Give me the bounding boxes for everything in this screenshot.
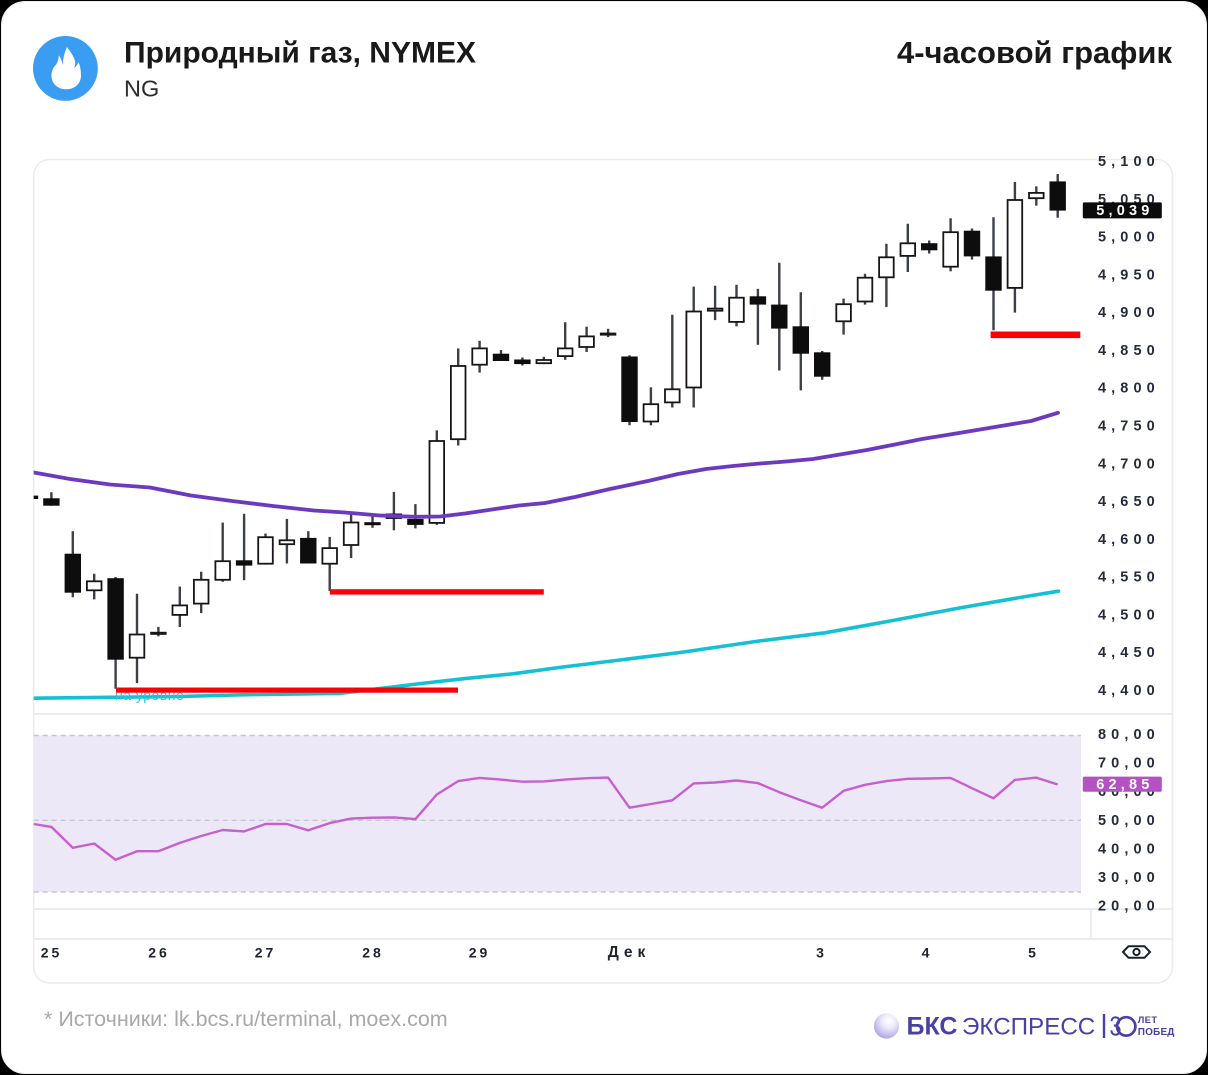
svg-text:* Источники: lk.bcs.ru/termina: * Источники: lk.bcs.ru/terminal, moex.co… <box>44 1007 448 1031</box>
svg-text:4,750: 4,750 <box>1098 419 1160 435</box>
svg-text:62,85: 62,85 <box>1096 777 1153 793</box>
svg-text:4,450: 4,450 <box>1098 645 1160 661</box>
svg-text:5,039: 5,039 <box>1096 203 1153 219</box>
svg-text:ЭКСПРЕСС: ЭКСПРЕСС <box>962 1013 1095 1040</box>
svg-text:ПОБЕД: ПОБЕД <box>1138 1027 1175 1038</box>
svg-text:50,00: 50,00 <box>1098 813 1160 829</box>
svg-text:ЛЕТ: ЛЕТ <box>1138 1014 1158 1025</box>
svg-text:30,00: 30,00 <box>1098 870 1160 886</box>
svg-text:70,00: 70,00 <box>1098 756 1160 772</box>
svg-text:5: 5 <box>1028 945 1039 961</box>
svg-text:4-часовой график: 4-часовой график <box>897 35 1173 70</box>
svg-text:25: 25 <box>41 945 63 961</box>
svg-text:4,900: 4,900 <box>1098 305 1160 321</box>
svg-text:3: 3 <box>816 945 827 961</box>
svg-text:5,100: 5,100 <box>1098 154 1160 170</box>
svg-text:28: 28 <box>362 945 384 961</box>
svg-text:Природный газ, NYMEX: Природный газ, NYMEX <box>124 37 476 70</box>
svg-text:20,00: 20,00 <box>1098 899 1160 915</box>
svg-text:27: 27 <box>255 945 277 961</box>
svg-text:29: 29 <box>469 945 491 961</box>
svg-text:4,650: 4,650 <box>1098 494 1160 510</box>
svg-text:4,950: 4,950 <box>1098 267 1160 283</box>
svg-text:4,700: 4,700 <box>1098 456 1160 472</box>
svg-text:26: 26 <box>148 945 170 961</box>
svg-text:5,000: 5,000 <box>1098 230 1160 246</box>
svg-text:NG: NG <box>124 76 159 102</box>
svg-text:4,550: 4,550 <box>1098 570 1160 586</box>
svg-text:4,600: 4,600 <box>1098 532 1160 548</box>
svg-text:4,400: 4,400 <box>1098 683 1160 699</box>
svg-text:4,500: 4,500 <box>1098 607 1160 623</box>
svg-text:3: 3 <box>1110 1010 1122 1041</box>
svg-text:80,00: 80,00 <box>1098 727 1160 743</box>
svg-text:БКС: БКС <box>907 1012 958 1040</box>
svg-text:Дек: Дек <box>608 944 651 961</box>
svg-text:40,00: 40,00 <box>1098 842 1160 858</box>
svg-text:4,850: 4,850 <box>1098 343 1160 359</box>
svg-text:4: 4 <box>922 945 933 961</box>
svg-text:4,800: 4,800 <box>1098 381 1160 397</box>
